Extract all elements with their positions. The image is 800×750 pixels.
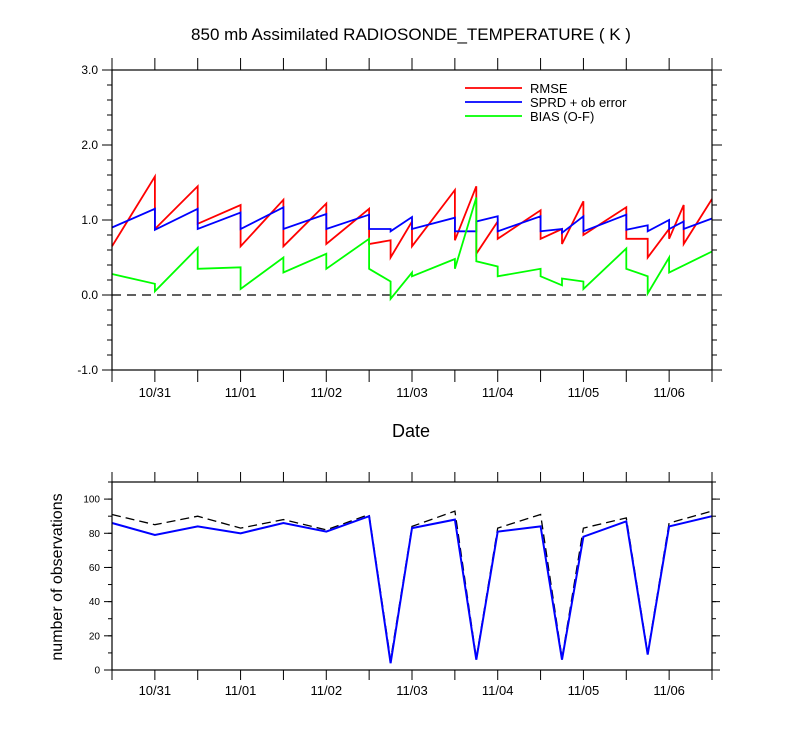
x-tick-label: 11/04: [482, 385, 514, 400]
x-tick-label: 11/04: [482, 683, 514, 698]
observations-chart: 0 20 40 60 80 100 10/31 11/01 11/02 11/03 11/04 11/…: [49, 472, 720, 698]
y-tick-label: 60: [89, 563, 101, 574]
x-tick-label: 11/03: [396, 683, 428, 698]
y-tick-label: 2.0: [81, 138, 98, 152]
y-tick-label: 100: [83, 495, 100, 506]
y-tick-label: -1.0: [77, 363, 98, 377]
series-line-rmse: [111, 173, 713, 261]
x-tick-label: 11/01: [225, 385, 257, 400]
series-line-assimilated: [111, 514, 713, 664]
rmse-chart: 850 mb Assimilated RADIOSONDE_TEMPERATUR…: [77, 25, 722, 441]
x-tick-label: 10/31: [139, 385, 172, 400]
x-tick-label: 11/03: [396, 385, 428, 400]
y-tick-label: 0: [94, 666, 100, 677]
chart-title: 850 mb Assimilated RADIOSONDE_TEMPERATUR…: [191, 25, 631, 44]
x-tick-label: 11/06: [653, 683, 685, 698]
legend-label: BIAS (O-F): [530, 109, 594, 124]
legend-label: RMSE: [530, 81, 568, 96]
series-line-bias-o-f-: [111, 197, 713, 302]
y-axis-label: number of observations: [49, 493, 66, 660]
x-tick-label: 11/01: [225, 683, 257, 698]
x-tick-label: 10/31: [139, 683, 172, 698]
y-tick-label: 3.0: [81, 63, 98, 77]
y-tick-label: 40: [89, 597, 101, 608]
legend-label: SPRD + ob error: [530, 95, 627, 110]
y-tick-label: 80: [89, 529, 101, 540]
x-tick-label: 11/06: [653, 385, 685, 400]
x-tick-label: 11/02: [310, 683, 342, 698]
x-tick-label: 11/05: [568, 683, 600, 698]
series-line-possible: [111, 510, 713, 660]
x-axis-label: Date: [392, 421, 430, 441]
x-tick-label: 11/05: [568, 385, 600, 400]
y-tick-label: 0.0: [81, 288, 98, 302]
y-tick-label: 20: [89, 631, 101, 642]
y-tick-label: 1.0: [81, 213, 98, 227]
x-tick-label: 11/02: [310, 385, 342, 400]
